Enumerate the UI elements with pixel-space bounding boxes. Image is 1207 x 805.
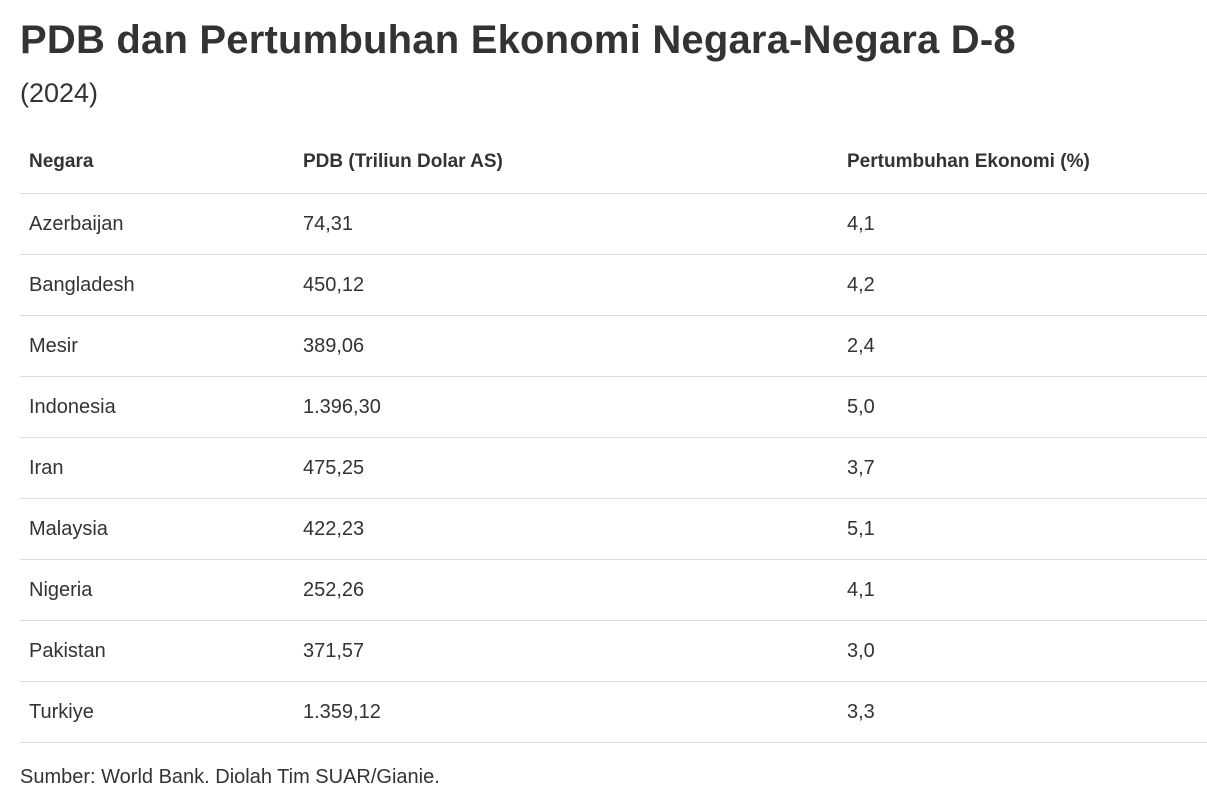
cell-gdp: 371,57	[294, 620, 838, 682]
cell-growth: 2,4	[838, 315, 1207, 377]
cell-gdp: 252,26	[294, 559, 838, 621]
column-header-pertumbuhan: Pertumbuhan Ekonomi (%)	[838, 130, 1207, 194]
table-header-row: Negara PDB (Triliun Dolar AS) Pertumbuha…	[20, 130, 1207, 194]
cell-growth: 4,1	[838, 193, 1207, 255]
table-row: Iran 475,25 3,7	[20, 437, 1207, 499]
cell-country: Pakistan	[20, 620, 294, 682]
cell-gdp: 422,23	[294, 498, 838, 560]
cell-gdp: 74,31	[294, 193, 838, 255]
source-note: Sumber: World Bank. Diolah Tim SUAR/Gian…	[20, 766, 440, 788]
cell-country: Iran	[20, 437, 294, 499]
cell-country: Indonesia	[20, 376, 294, 438]
table-row: Pakistan 371,57 3,0	[20, 620, 1207, 682]
cell-gdp: 1.396,30	[294, 376, 838, 438]
cell-growth: 5,1	[838, 498, 1207, 560]
table-row: Turkiye 1.359,12 3,3	[20, 681, 1207, 743]
cell-growth: 3,0	[838, 620, 1207, 682]
cell-growth: 4,1	[838, 559, 1207, 621]
cell-growth: 5,0	[838, 376, 1207, 438]
table-body: Azerbaijan 74,31 4,1 Bangladesh 450,12 4…	[20, 193, 1207, 743]
table-row: Malaysia 422,23 5,1	[20, 498, 1207, 560]
cell-country: Nigeria	[20, 559, 294, 621]
table-row: Nigeria 252,26 4,1	[20, 559, 1207, 621]
data-table-container: Negara PDB (Triliun Dolar AS) Pertumbuha…	[20, 130, 1207, 743]
column-header-pdb: PDB (Triliun Dolar AS)	[294, 130, 838, 194]
cell-gdp: 475,25	[294, 437, 838, 499]
cell-country: Turkiye	[20, 681, 294, 743]
cell-gdp: 450,12	[294, 254, 838, 316]
table-header: Negara PDB (Triliun Dolar AS) Pertumbuha…	[20, 130, 1207, 194]
table-row: Mesir 389,06 2,4	[20, 315, 1207, 377]
cell-growth: 4,2	[838, 254, 1207, 316]
column-header-negara: Negara	[20, 130, 294, 194]
cell-gdp: 1.359,12	[294, 681, 838, 743]
cell-country: Bangladesh	[20, 254, 294, 316]
cell-country: Azerbaijan	[20, 193, 294, 255]
cell-gdp: 389,06	[294, 315, 838, 377]
table-row: Bangladesh 450,12 4,2	[20, 254, 1207, 316]
page-title: PDB dan Pertumbuhan Ekonomi Negara-Negar…	[20, 18, 1016, 62]
cell-country: Mesir	[20, 315, 294, 377]
cell-country: Malaysia	[20, 498, 294, 560]
table-row: Azerbaijan 74,31 4,1	[20, 193, 1207, 255]
cell-growth: 3,7	[838, 437, 1207, 499]
table-row: Indonesia 1.396,30 5,0	[20, 376, 1207, 438]
data-table: Negara PDB (Triliun Dolar AS) Pertumbuha…	[20, 130, 1207, 743]
cell-growth: 3,3	[838, 681, 1207, 743]
page-subtitle: (2024)	[20, 78, 99, 108]
